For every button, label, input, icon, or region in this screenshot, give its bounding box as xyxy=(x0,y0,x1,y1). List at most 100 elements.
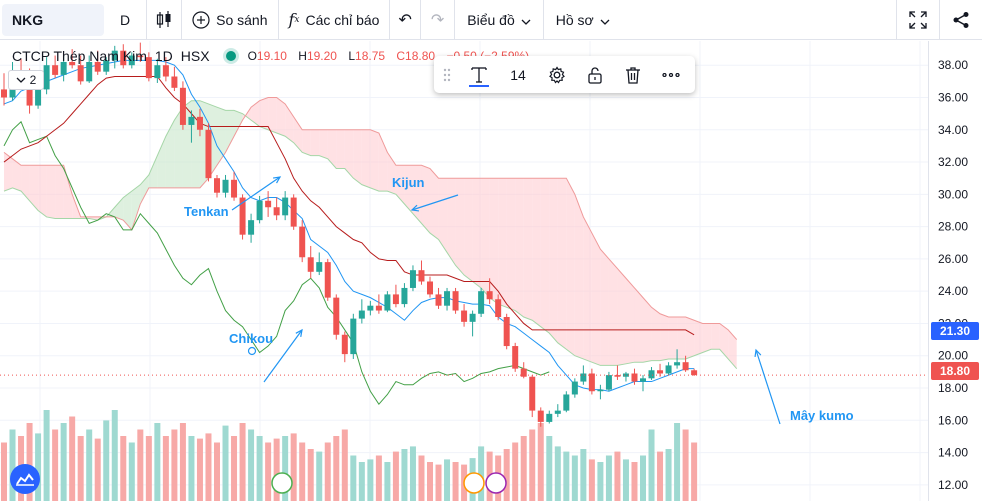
volume-bar xyxy=(358,462,365,501)
candle-body xyxy=(444,291,451,306)
candle-body xyxy=(469,313,476,322)
cloud-segment xyxy=(694,320,703,356)
cloud-segment xyxy=(591,233,601,366)
undo-button[interactable]: ↶ xyxy=(390,0,421,40)
chart-style-button[interactable] xyxy=(147,0,183,40)
cloud-segment xyxy=(191,100,200,188)
cloud-segment xyxy=(148,155,158,188)
price-axis: 12.0014.0016.0018.0020.0022.0024.0026.00… xyxy=(928,41,968,501)
text-color-button[interactable] xyxy=(460,56,498,93)
volume-bar xyxy=(316,451,323,501)
candle-body xyxy=(520,368,527,377)
fullscreen-button[interactable] xyxy=(896,0,939,40)
grip-icon xyxy=(443,68,451,81)
volume-bar xyxy=(248,429,255,501)
interval-button[interactable]: D xyxy=(104,0,148,40)
cloud-segment xyxy=(532,178,541,327)
profile-dropdown[interactable]: Hồ sơ xyxy=(544,0,622,40)
cloud-segment xyxy=(131,184,141,230)
volume-bar xyxy=(9,429,16,501)
volume-bar xyxy=(128,442,135,501)
cloud-segment xyxy=(506,178,516,311)
kijun-arrow xyxy=(411,194,459,211)
share-button[interactable] xyxy=(939,0,982,40)
candle-body xyxy=(691,370,698,376)
cloud-segment xyxy=(660,313,669,361)
volume-bar xyxy=(588,459,595,501)
candle-body xyxy=(86,61,93,82)
last-price-label: 18.80 xyxy=(931,362,979,380)
redo-button[interactable]: ↷ xyxy=(421,0,456,40)
settings-button[interactable] xyxy=(538,56,576,93)
candle-body xyxy=(307,257,314,272)
more-button[interactable] xyxy=(652,56,690,93)
ichimoku-lines xyxy=(3,59,738,405)
volume-bar xyxy=(367,459,374,501)
symbol-search-button[interactable]: NKG xyxy=(2,3,104,36)
price-chart[interactable]: 12.0014.0016.0018.0020.0022.0024.0026.00… xyxy=(0,41,982,501)
tenkan-line xyxy=(3,59,695,392)
compare-button[interactable]: So sánh xyxy=(182,0,279,40)
candle-body xyxy=(248,220,255,235)
chikou-annotation[interactable]: Chikou xyxy=(229,331,274,346)
indicators-label: Các chỉ báo xyxy=(305,11,380,28)
volume-bar xyxy=(205,433,212,501)
y-tick-label: 20.00 xyxy=(938,349,968,363)
cloud-segment xyxy=(711,323,720,350)
kumo-annotation[interactable]: Mây kumo xyxy=(790,408,854,423)
tradingview-logo[interactable] xyxy=(10,464,40,494)
volume-bar xyxy=(256,436,263,501)
candle-body xyxy=(682,362,689,371)
legend-interval: 1D xyxy=(154,48,173,64)
annotations-layer xyxy=(0,176,928,494)
text-icon xyxy=(471,66,487,83)
tenkan-arrow xyxy=(231,176,281,211)
tenkan-annotation[interactable]: Tenkan xyxy=(184,204,229,219)
close-value: C18.80 xyxy=(396,49,436,63)
volume-bar xyxy=(188,436,195,501)
volume-bar xyxy=(409,446,416,501)
volume-bar xyxy=(231,436,238,501)
kijun-annotation[interactable]: Kijun xyxy=(392,175,425,190)
cloud-segment xyxy=(540,178,550,334)
font-size-button[interactable]: 14 xyxy=(498,56,538,93)
candle-body xyxy=(529,376,536,411)
candle-body xyxy=(546,413,553,422)
volume-bar xyxy=(597,462,604,501)
chart-type-dropdown[interactable]: Biểu đồ xyxy=(455,0,544,40)
delete-button[interactable] xyxy=(614,56,652,93)
y-tick-label: 12.00 xyxy=(938,478,968,492)
cloud-segment xyxy=(114,197,124,221)
candle-body xyxy=(137,55,144,58)
profile-label: Hồ sơ xyxy=(555,11,594,28)
drawing-toolbar: 14 xyxy=(434,56,695,93)
volume-bar xyxy=(86,429,93,501)
candle-body xyxy=(239,197,246,235)
candle-style-icon xyxy=(157,10,171,28)
volume-bar xyxy=(520,436,527,501)
candle-body xyxy=(674,362,681,366)
volume-bar xyxy=(282,436,289,501)
kijun-line xyxy=(3,76,695,336)
legend-collapse-button[interactable]: 2 xyxy=(8,70,44,90)
volume-bar xyxy=(171,429,178,501)
volume-bar xyxy=(384,462,391,501)
more-horizontal-icon xyxy=(662,72,680,77)
drag-handle[interactable] xyxy=(434,56,460,93)
volume-bar xyxy=(273,438,280,501)
cloud-segment xyxy=(498,178,507,308)
y-tick-label: 16.00 xyxy=(938,413,968,427)
cloud-segment xyxy=(276,97,286,137)
volume-bar xyxy=(77,436,84,501)
volume-bar xyxy=(35,433,42,501)
lock-button[interactable] xyxy=(576,56,614,93)
candle-body xyxy=(503,317,510,347)
cloud-segment xyxy=(404,165,413,214)
cloud-segment xyxy=(489,178,499,305)
cloud-segment xyxy=(353,129,362,185)
cloud-segment xyxy=(310,129,320,156)
chikou-line xyxy=(3,120,550,405)
kijun-price-label: 21.30 xyxy=(931,322,979,340)
chikou-arrow xyxy=(263,329,303,383)
